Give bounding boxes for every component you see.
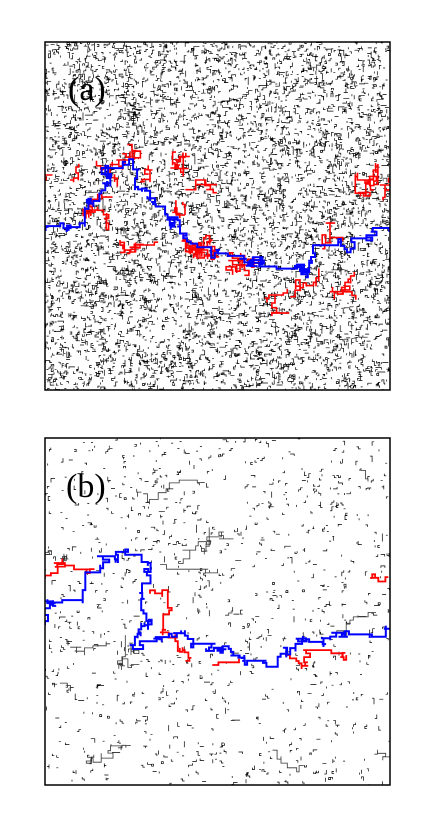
panel-label: (b) [66, 468, 106, 505]
panel-b-frame [44, 437, 391, 786]
panel-b [45, 438, 390, 785]
red-cluster [212, 658, 240, 666]
red-cluster [285, 649, 348, 669]
blue-path [45, 158, 390, 279]
red-cluster [370, 573, 389, 583]
red-cluster [45, 143, 390, 317]
panel-a [45, 42, 390, 390]
panel-a-frame [44, 41, 391, 391]
blue-path [45, 548, 390, 668]
red-cluster [45, 558, 95, 579]
red-cluster [149, 589, 192, 662]
gray-cluster [45, 470, 390, 773]
panel-label: (a) [68, 71, 106, 108]
